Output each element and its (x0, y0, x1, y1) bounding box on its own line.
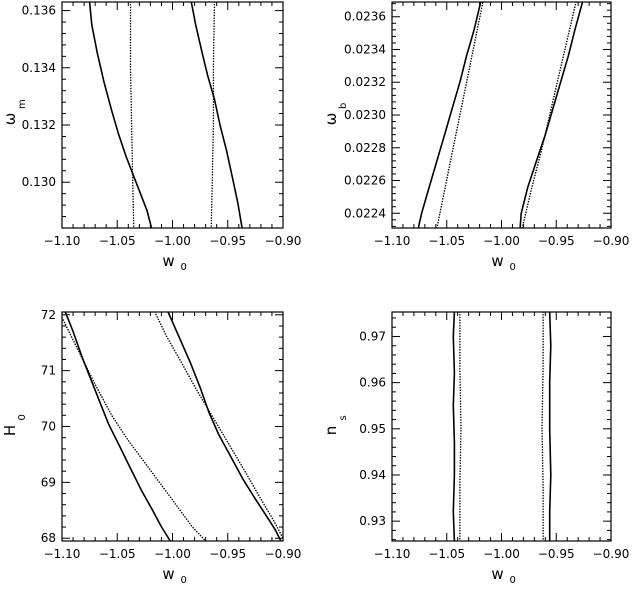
y-axis-label: H (1, 425, 19, 436)
x-axis-label: w (162, 565, 174, 583)
x-axis-label: w (162, 252, 174, 270)
x-tick-label: −0.95 (538, 547, 575, 561)
x-tick-label: −0.90 (593, 547, 630, 561)
y-axis-label-subscript: m (17, 99, 28, 109)
y-tick-label: 70 (41, 420, 56, 434)
x-tick-label: −1.10 (374, 547, 411, 561)
y-tick-label: 0.132 (22, 118, 56, 132)
y-tick-label: 0.94 (359, 468, 386, 482)
solid-contour-1 (88, 2, 153, 228)
x-tick-label: −0.95 (538, 234, 575, 248)
y-axis-label: ω (322, 113, 340, 126)
x-tick-label: −1.00 (483, 547, 520, 561)
solid-contour-2 (167, 312, 282, 541)
dotted-contour-3 (459, 312, 462, 541)
x-tick-label: −1.05 (99, 234, 136, 248)
y-tick-label: 72 (41, 308, 56, 322)
x-tick-label: −1.05 (99, 547, 136, 561)
y-tick-label: 0.93 (359, 514, 386, 528)
x-tick-label: −1.10 (44, 234, 81, 248)
y-tick-label: 0.0226 (344, 174, 386, 188)
x-axis-label-subscript: 0 (510, 262, 516, 273)
dotted-contour-3 (62, 316, 207, 541)
plot-frame (391, 1, 612, 229)
x-tick-label: −1.10 (374, 234, 411, 248)
dotted-contour-4 (210, 2, 216, 228)
x-tick-label: −0.95 (209, 547, 246, 561)
x-axis-label: w (491, 252, 503, 270)
solid-contour-1 (64, 312, 172, 541)
plot-frame (391, 311, 612, 542)
x-tick-label: −1.00 (483, 234, 520, 248)
x-tick-label: −0.90 (265, 234, 302, 248)
plot-frame (61, 1, 284, 229)
x-tick-label: −1.00 (154, 234, 191, 248)
y-axis-label: ω (1, 113, 19, 126)
plot-frame (61, 311, 284, 542)
x-axis-label: w (491, 565, 503, 583)
panel-2: −1.10 −1.05 −1.00 −0.95 −0.90 0.0224 0.0226 0.0… (322, 1, 630, 273)
y-tick-label: 0.0234 (344, 42, 386, 56)
solid-contour-1 (452, 312, 456, 541)
y-axis-label-subscript: b (338, 103, 349, 109)
solid-contour-2 (190, 2, 243, 228)
x-tick-label: −1.05 (428, 234, 465, 248)
x-axis-label-subscript: 0 (510, 575, 516, 585)
y-tick-label: 71 (41, 364, 56, 378)
y-axis-label-subscript: s (338, 415, 349, 420)
dotted-contour-4 (541, 312, 544, 541)
y-tick-label: 0.95 (359, 422, 386, 436)
y-tick-label: 68 (41, 531, 56, 545)
y-tick-label: 0.0236 (344, 10, 386, 24)
x-tick-label: −1.00 (154, 547, 191, 561)
x-tick-label: −0.90 (593, 234, 630, 248)
solid-contour-2 (519, 2, 584, 228)
dotted-contour-4 (154, 312, 283, 539)
x-tick-label: −1.05 (428, 547, 465, 561)
y-axis-label-subscript: 0 (17, 414, 28, 420)
y-tick-label: 0.134 (22, 61, 56, 75)
panel-4: −1.10 −1.05 −1.00 −0.95 −0.90 0.93 0.94 0.95 0.9… (322, 311, 630, 586)
y-axis-label-group: ωb (322, 103, 349, 126)
y-tick-label: 0.130 (22, 175, 56, 189)
y-tick-label: 0.136 (22, 4, 56, 18)
y-axis-label-group: ns (322, 415, 349, 435)
y-tick-label: 0.0228 (344, 141, 386, 155)
y-axis-label: n (322, 426, 340, 436)
x-axis-label-subscript: 0 (181, 262, 187, 273)
solid-contour-1 (417, 2, 482, 228)
y-tick-label: 0.97 (359, 329, 386, 343)
y-axis-label-group: H0 (1, 414, 28, 436)
y-tick-label: 0.0224 (344, 206, 386, 220)
x-tick-label: −0.95 (209, 234, 246, 248)
y-tick-label: 0.0232 (344, 75, 386, 89)
solid-contour-2 (548, 312, 552, 541)
x-tick-label: −0.90 (265, 547, 302, 561)
dotted-contour-3 (129, 2, 135, 228)
panel-1: −1.10 −1.05 −1.00 −0.95 −0.90 0.130 0.132 0.134… (1, 1, 302, 273)
y-axis-label-group: ωm (1, 99, 28, 125)
y-tick-label: 0.96 (359, 376, 386, 390)
dotted-contour-3 (436, 2, 484, 228)
x-tick-label: −1.10 (44, 547, 81, 561)
x-axis-label-subscript: 0 (181, 575, 187, 585)
dotted-contour-4 (521, 2, 577, 228)
y-tick-label: 69 (41, 475, 56, 489)
y-tick-label: 0.0230 (344, 108, 386, 122)
